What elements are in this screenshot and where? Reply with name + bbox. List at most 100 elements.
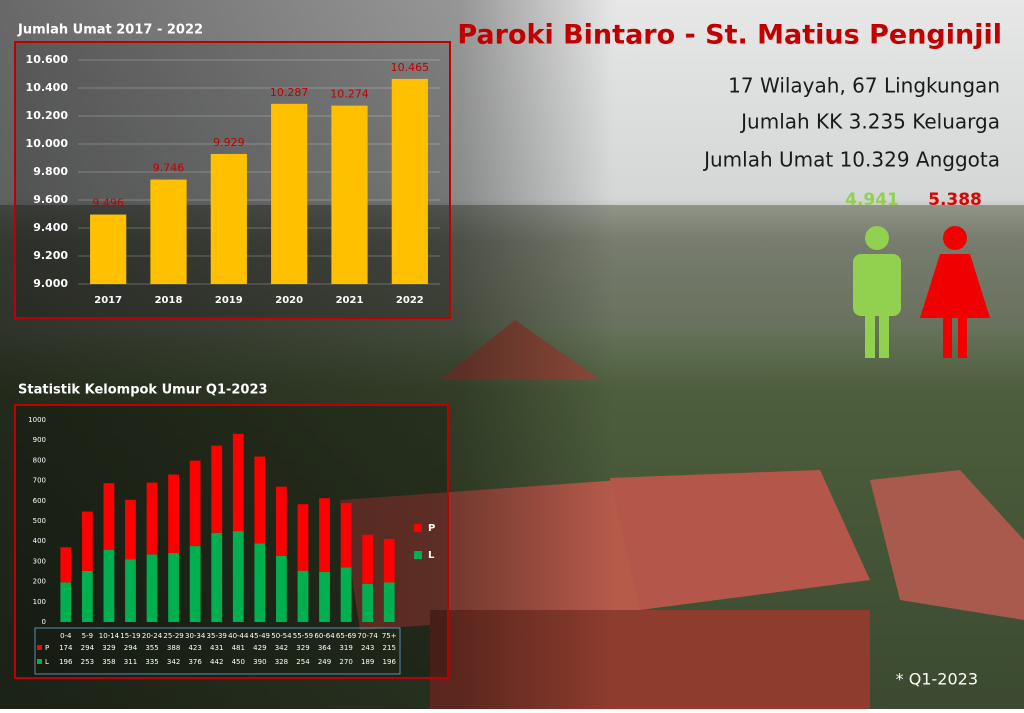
y-tick-label: 10.400 [26,81,69,94]
bar-segment [103,483,115,550]
bar-segment [276,555,287,622]
table-cell: 254 [296,658,310,666]
table-key [37,659,42,664]
info-line: Jumlah Umat 10.329 Anggota [702,148,1000,172]
y-tick-label: 10.600 [26,53,69,66]
bar-segment [125,499,136,560]
bar-segment [362,534,374,584]
bar-segment [146,482,158,555]
bar-segment [103,549,115,622]
table-cell: 429 [253,644,266,652]
table-cell: 270 [339,658,352,666]
table-key [37,645,42,650]
table-cell: 328 [275,658,288,666]
x-tick-label: 55-59 [293,632,313,640]
table-cell: 335 [145,658,158,666]
table-row-label: P [45,644,49,652]
x-tick-label: 45-49 [250,632,270,640]
data-table [34,627,401,675]
table-cell: 243 [361,644,374,652]
x-tick-label: 25-29 [163,632,183,640]
x-tick-label: 30-34 [185,632,206,640]
y-tick-label: 0 [42,618,46,626]
bar-segment [60,582,72,622]
table-cell: 342 [275,644,288,652]
y-tick-label: 700 [33,477,46,485]
value-label: 10.274 [330,88,369,101]
y-tick-label: 500 [33,517,46,525]
y-tick-label: 9.000 [33,277,68,290]
bar [210,153,247,284]
table-cell: 364 [318,644,332,652]
table-cell: 294 [124,644,138,652]
y-tick-label: 200 [33,578,46,586]
table-cell: 442 [210,658,223,666]
female-count: 5.388 [928,190,982,210]
bar-segment [254,456,266,544]
bar-segment [168,552,179,622]
bar-segment [340,567,352,622]
bar-segment [362,583,374,622]
bar-segment [276,486,287,556]
female-icon [920,226,990,358]
bar [150,179,187,284]
bar-segment [189,546,201,622]
bar-segment [297,504,309,571]
legend-key [414,551,422,559]
y-tick-label: 400 [33,537,46,545]
legend-label: P [428,523,435,534]
legend-key [414,524,422,532]
x-tick-label: 10-14 [99,632,120,640]
y-tick-label: 10.000 [26,137,69,150]
bar-segment [232,531,244,622]
table-cell: 431 [210,644,223,652]
male-icon [853,226,901,358]
table-cell: 329 [296,644,309,652]
chart-title: Statistik Kelompok Umur Q1-2023 [18,383,268,398]
table-cell: 388 [167,644,180,652]
y-tick-label: 9.800 [33,165,68,178]
bar-segment [81,570,93,622]
bar [271,103,308,284]
table-cell: 481 [232,644,245,652]
x-tick-label: 75+ [382,632,397,640]
table-cell: 450 [232,658,245,666]
y-tick-label: 9.600 [33,193,68,206]
bar-segment [383,538,395,583]
bar-segment [211,532,223,622]
table-cell: 390 [253,658,266,666]
y-tick-label: 10.200 [26,109,69,122]
bar-segment [383,582,395,622]
x-tick-label: 2017 [94,295,122,306]
x-tick-label: 65-69 [336,632,356,640]
x-tick-label: 2018 [155,295,183,306]
bar [391,78,428,285]
x-tick-label: 60-64 [314,632,335,640]
x-tick-label: 2019 [215,295,243,306]
x-tick-label: 2021 [336,295,364,306]
value-label: 9.929 [213,136,245,149]
bar-segment [211,445,223,533]
chart-title: Jumlah Umat 2017 - 2022 [17,23,203,38]
legend-label: L [428,550,435,561]
value-label: 10.465 [391,61,430,74]
table-cell: 311 [124,658,137,666]
table-cell: 196 [383,658,397,666]
y-tick-label: 600 [33,497,46,505]
x-tick-label: 20-24 [142,632,163,640]
table-cell: 189 [361,658,374,666]
table-cell: 342 [167,658,180,666]
table-cell: 249 [318,658,331,666]
bar-segment [297,570,309,622]
table-cell: 294 [81,644,95,652]
table-cell: 174 [59,644,73,652]
table-cell: 423 [188,644,201,652]
x-tick-label: 2022 [396,295,424,306]
x-tick-label: 70-74 [357,632,378,640]
page-title: Paroki Bintaro - St. Matius Penginjil [457,20,1002,51]
table-cell: 196 [59,658,73,666]
table-cell: 376 [188,658,202,666]
table-row-label: L [45,658,49,666]
table-cell: 215 [383,644,396,652]
